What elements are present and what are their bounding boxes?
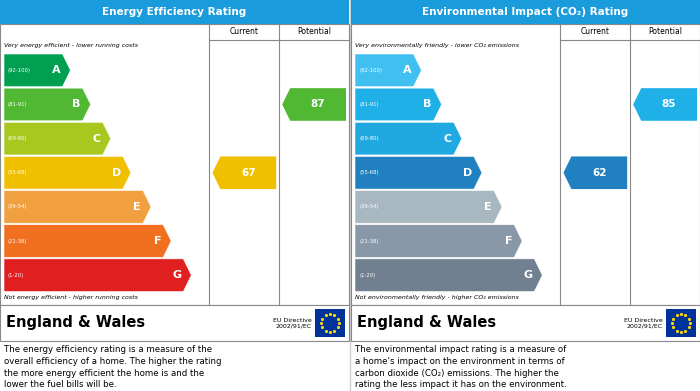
Text: (92-100): (92-100): [8, 68, 31, 73]
Text: E: E: [484, 202, 492, 212]
Text: (92-100): (92-100): [359, 68, 382, 73]
Polygon shape: [355, 88, 442, 121]
Polygon shape: [355, 259, 542, 292]
Text: The environmental impact rating is a measure of
a home's impact on the environme: The environmental impact rating is a mea…: [355, 345, 567, 389]
Polygon shape: [355, 156, 482, 189]
Text: A: A: [52, 65, 60, 75]
Text: (1-20): (1-20): [359, 273, 375, 278]
Text: G: G: [523, 270, 532, 280]
Bar: [351, 305, 700, 341]
Text: D: D: [463, 168, 472, 178]
Text: 67: 67: [241, 168, 256, 178]
Bar: [315, 309, 345, 337]
Text: B: B: [72, 99, 80, 109]
Polygon shape: [4, 225, 171, 257]
Text: F: F: [154, 236, 161, 246]
Text: F: F: [505, 236, 512, 246]
Bar: [0, 305, 349, 341]
Polygon shape: [355, 122, 462, 155]
Text: (69-80): (69-80): [359, 136, 379, 141]
Bar: [666, 309, 696, 337]
Text: E: E: [134, 202, 141, 212]
Bar: [0, 0, 349, 24]
Polygon shape: [212, 156, 276, 189]
Polygon shape: [4, 88, 90, 121]
Text: Potential: Potential: [648, 27, 682, 36]
Text: Very energy efficient - lower running costs: Very energy efficient - lower running co…: [4, 43, 138, 48]
Text: Not energy efficient - higher running costs: Not energy efficient - higher running co…: [4, 295, 138, 300]
Text: Current: Current: [581, 27, 610, 36]
Text: (55-68): (55-68): [359, 170, 379, 175]
Text: 62: 62: [592, 168, 606, 178]
Text: Not environmentally friendly - higher CO₂ emissions: Not environmentally friendly - higher CO…: [355, 295, 519, 300]
Text: (39-54): (39-54): [8, 204, 27, 210]
Text: (21-38): (21-38): [8, 239, 27, 244]
Polygon shape: [4, 122, 111, 155]
Text: England & Wales: England & Wales: [357, 316, 496, 330]
Text: 87: 87: [311, 99, 326, 109]
Text: (39-54): (39-54): [359, 204, 379, 210]
Text: C: C: [444, 134, 452, 143]
Text: 85: 85: [662, 99, 676, 109]
Text: B: B: [424, 99, 432, 109]
Text: (81-91): (81-91): [359, 102, 379, 107]
Text: EU Directive
2002/91/EC: EU Directive 2002/91/EC: [624, 317, 663, 328]
Text: Potential: Potential: [297, 27, 331, 36]
Text: (81-91): (81-91): [8, 102, 27, 107]
Polygon shape: [4, 156, 131, 189]
Text: Environmental Impact (CO₂) Rating: Environmental Impact (CO₂) Rating: [422, 7, 629, 17]
Text: G: G: [172, 270, 181, 280]
Text: A: A: [402, 65, 412, 75]
Bar: [351, 24, 700, 305]
Polygon shape: [4, 190, 151, 223]
Text: (21-38): (21-38): [359, 239, 379, 244]
Text: (55-68): (55-68): [8, 170, 27, 175]
Text: Energy Efficiency Rating: Energy Efficiency Rating: [102, 7, 246, 17]
Text: (69-80): (69-80): [8, 136, 27, 141]
Bar: [0, 24, 349, 305]
Polygon shape: [634, 88, 697, 121]
Polygon shape: [355, 54, 421, 87]
Text: (1-20): (1-20): [8, 273, 25, 278]
Polygon shape: [282, 88, 346, 121]
Polygon shape: [355, 225, 522, 257]
Text: D: D: [111, 168, 121, 178]
Text: EU Directive
2002/91/EC: EU Directive 2002/91/EC: [273, 317, 312, 328]
Bar: [351, 0, 700, 24]
Text: Very environmentally friendly - lower CO₂ emissions: Very environmentally friendly - lower CO…: [355, 43, 519, 48]
Text: C: C: [92, 134, 101, 143]
Polygon shape: [4, 259, 191, 292]
Polygon shape: [355, 190, 502, 223]
Text: Current: Current: [230, 27, 259, 36]
Text: England & Wales: England & Wales: [6, 316, 145, 330]
Text: The energy efficiency rating is a measure of the
overall efficiency of a home. T: The energy efficiency rating is a measur…: [4, 345, 221, 389]
Polygon shape: [4, 54, 71, 87]
Polygon shape: [564, 156, 627, 189]
